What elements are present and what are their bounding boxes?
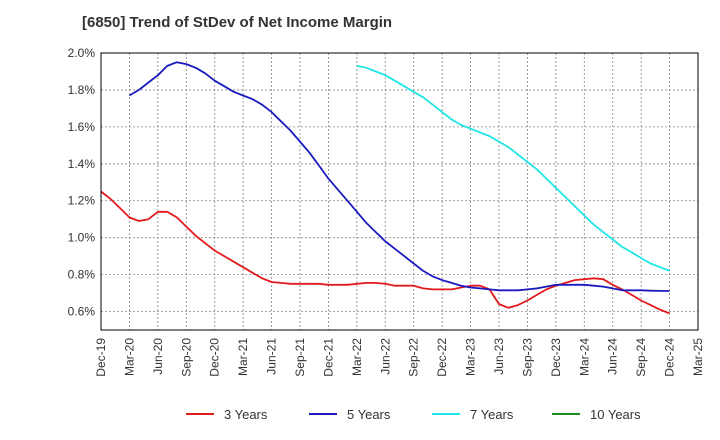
x-tick-label: Dec-22 bbox=[435, 338, 449, 377]
series-line-3-years bbox=[100, 190, 670, 315]
x-tick-label: Jun-22 bbox=[378, 338, 392, 375]
x-tick-label: Sep-20 bbox=[179, 338, 193, 377]
y-tick-label: 0.8% bbox=[68, 268, 96, 282]
legend-label-5-years: 5 Years bbox=[347, 407, 391, 422]
x-tick-label: Sep-23 bbox=[520, 338, 534, 377]
legend-label-7-years: 7 Years bbox=[470, 407, 514, 422]
x-tick-label: Mar-20 bbox=[122, 338, 136, 376]
x-tick-label: Jun-21 bbox=[265, 338, 279, 375]
x-tick-label: Sep-21 bbox=[293, 338, 307, 377]
x-tick-label: Mar-24 bbox=[577, 338, 591, 376]
x-tick-label: Dec-20 bbox=[208, 338, 222, 377]
x-tick-label: Dec-19 bbox=[94, 338, 108, 377]
series-line-7-years bbox=[356, 65, 670, 272]
y-axis-ticks: 0.6% 0.8% 1.0% 1.2% 1.4% 1.6% 1.8% 2.0% bbox=[68, 46, 96, 319]
x-tick-label: Mar-22 bbox=[350, 338, 364, 376]
y-tick-label: 1.0% bbox=[68, 231, 96, 245]
legend-label-10-years: 10 Years bbox=[590, 407, 641, 422]
x-axis-ticks: Dec-19 Mar-20 Jun-20 Sep-20 Dec-20 Mar-21 Jun-… bbox=[94, 338, 705, 377]
x-tick-label: Dec-24 bbox=[663, 338, 677, 377]
y-tick-label: 1.6% bbox=[68, 120, 96, 134]
x-tick-label: Mar-25 bbox=[691, 338, 705, 376]
x-tick-label: Dec-23 bbox=[549, 338, 563, 377]
series-line-5-years bbox=[128, 61, 670, 292]
x-tick-label: Sep-22 bbox=[407, 338, 421, 377]
x-tick-label: Mar-23 bbox=[464, 338, 478, 376]
plot-border bbox=[100, 52, 699, 331]
x-tick-label: Mar-21 bbox=[236, 338, 250, 376]
y-tick-label: 1.4% bbox=[68, 157, 96, 171]
y-tick-label: 0.6% bbox=[68, 305, 96, 319]
x-tick-label: Dec-21 bbox=[321, 338, 335, 377]
x-tick-label: Sep-24 bbox=[634, 338, 648, 377]
plot-area bbox=[101, 53, 698, 330]
x-tick-label: Jun-20 bbox=[151, 338, 165, 375]
x-tick-label: Jun-23 bbox=[492, 338, 506, 375]
chart-title: [6850] Trend of StDev of Net Income Marg… bbox=[82, 14, 393, 31]
series-lines bbox=[100, 61, 670, 315]
x-tick-label: Jun-24 bbox=[606, 338, 620, 375]
y-tick-label: 2.0% bbox=[68, 46, 96, 60]
y-tick-label: 1.8% bbox=[68, 83, 96, 97]
legend: 3 Years 5 Years 7 Years 10 Years bbox=[186, 407, 641, 422]
y-tick-label: 1.2% bbox=[68, 194, 96, 208]
legend-label-3-years: 3 Years bbox=[224, 407, 268, 422]
